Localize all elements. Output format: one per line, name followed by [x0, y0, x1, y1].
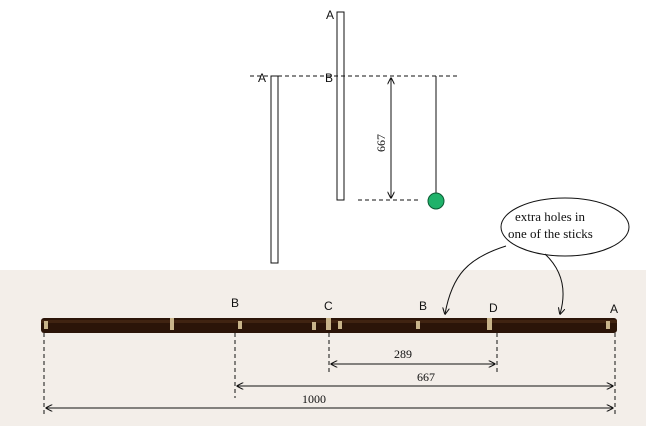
hole-b1 [238, 321, 242, 329]
stick-label-c: C [324, 299, 333, 313]
tall-stick [336, 11, 345, 201]
dimension-289-label: 289 [394, 347, 412, 361]
label-a-left: A [258, 71, 266, 85]
callout-line-1: extra holes in [515, 209, 586, 224]
hole-b2 [416, 321, 420, 329]
hole-d [487, 318, 492, 330]
dimension-1000-label: 1000 [302, 392, 326, 406]
stick-holes [44, 318, 610, 330]
dimension-667-label: 667 [417, 370, 435, 384]
hole-2 [312, 322, 316, 330]
hole-end-right [606, 321, 610, 329]
short-stick [270, 75, 279, 264]
callout-arrow-left [445, 245, 507, 314]
hole-1 [170, 318, 174, 330]
stick-label-b1: B [231, 296, 239, 310]
hole-3 [338, 321, 342, 329]
extension-lines [43, 333, 616, 416]
stick-label-a: A [610, 302, 618, 316]
hole-end-left [44, 321, 48, 329]
callout-line-2: one of the sticks [508, 226, 593, 241]
callout-arrow-right [544, 253, 563, 314]
stick-label-d: D [489, 301, 498, 315]
callout-bubble [500, 197, 630, 257]
hole-c [326, 318, 331, 330]
label-b-mid: B [325, 71, 333, 85]
pendulum-bob [427, 192, 445, 210]
stick-photo-background [0, 270, 646, 426]
vertical-dimension-label: 667 [374, 134, 388, 152]
label-a-top: A [326, 8, 334, 22]
stick-label-b2: B [419, 299, 427, 313]
